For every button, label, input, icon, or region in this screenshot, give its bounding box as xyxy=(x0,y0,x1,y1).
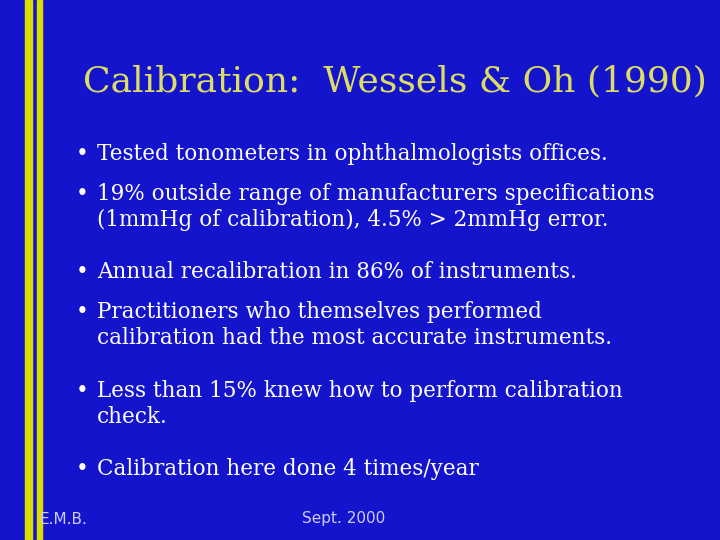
Text: 19% outside range of manufacturers specifications
(1mmHg of calibration), 4.5% >: 19% outside range of manufacturers speci… xyxy=(97,183,654,231)
Text: •: • xyxy=(76,183,89,205)
Text: Less than 15% knew how to perform calibration
check.: Less than 15% knew how to perform calibr… xyxy=(97,380,623,428)
Text: Sept. 2000: Sept. 2000 xyxy=(302,511,386,526)
Text: •: • xyxy=(76,143,89,165)
Text: Practitioners who themselves performed
calibration had the most accurate instrum: Practitioners who themselves performed c… xyxy=(97,301,612,349)
Bar xyxy=(37,0,42,540)
Text: •: • xyxy=(76,458,89,481)
Text: E.M.B.: E.M.B. xyxy=(40,511,87,526)
Text: •: • xyxy=(76,301,89,323)
Text: •: • xyxy=(76,380,89,402)
Text: Annual recalibration in 86% of instruments.: Annual recalibration in 86% of instrumen… xyxy=(97,261,577,284)
Text: Tested tonometers in ophthalmologists offices.: Tested tonometers in ophthalmologists of… xyxy=(97,143,608,165)
Text: •: • xyxy=(76,261,89,284)
Text: Calibration here done 4 times/year: Calibration here done 4 times/year xyxy=(97,458,479,481)
Text: Calibration:  Wessels & Oh (1990): Calibration: Wessels & Oh (1990) xyxy=(83,65,706,99)
Bar xyxy=(25,0,32,540)
